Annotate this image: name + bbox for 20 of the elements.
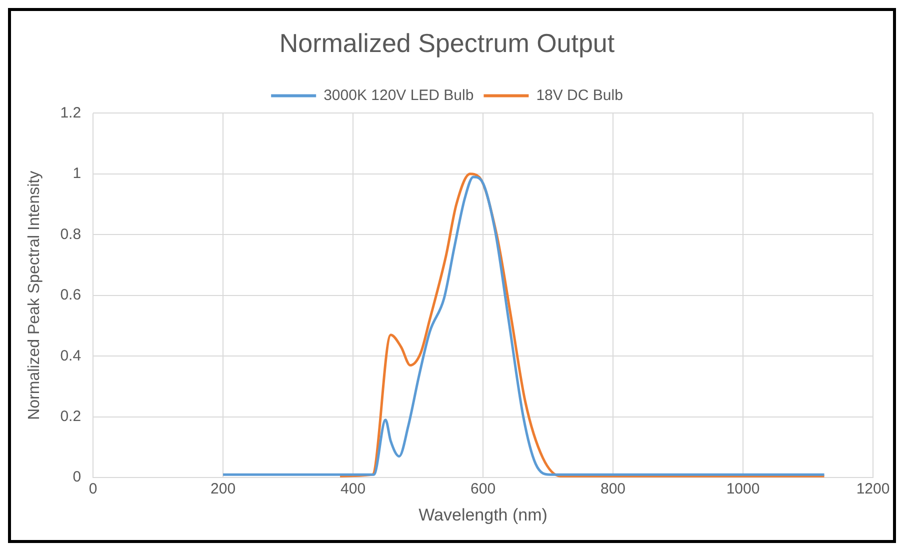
y-tick-label: 0.6	[60, 286, 82, 304]
y-tick-label: 0.4	[60, 347, 82, 364]
y-tick-label: 0.8	[60, 226, 82, 243]
y-axis-title: Normalized Peak Spectral Intensity	[26, 170, 44, 420]
chart-title: Normalized Spectrum Output	[279, 28, 616, 58]
y-tick-label: 0	[72, 468, 82, 486]
y-tick-label: 1	[72, 165, 82, 182]
line-series	[222, 176, 826, 476]
x-tick-label: 200	[210, 480, 236, 498]
x-tick-label: 1000	[726, 480, 760, 498]
x-tick-label: 0	[88, 480, 98, 498]
x-tick-label: 1200	[856, 480, 890, 498]
x-axis-title: Wavelength (nm)	[418, 505, 548, 524]
y-tick-label: 1.2	[60, 104, 82, 122]
legend-label: 18V DC Bulb	[536, 86, 623, 104]
x-tick-label: 600	[470, 480, 496, 498]
x-tick-label: 400	[340, 480, 366, 498]
x-tick-label: 800	[600, 480, 626, 498]
legend-label: 3000K 120V LED Bulb	[324, 86, 474, 104]
y-tick-label: 0.2	[60, 408, 82, 426]
